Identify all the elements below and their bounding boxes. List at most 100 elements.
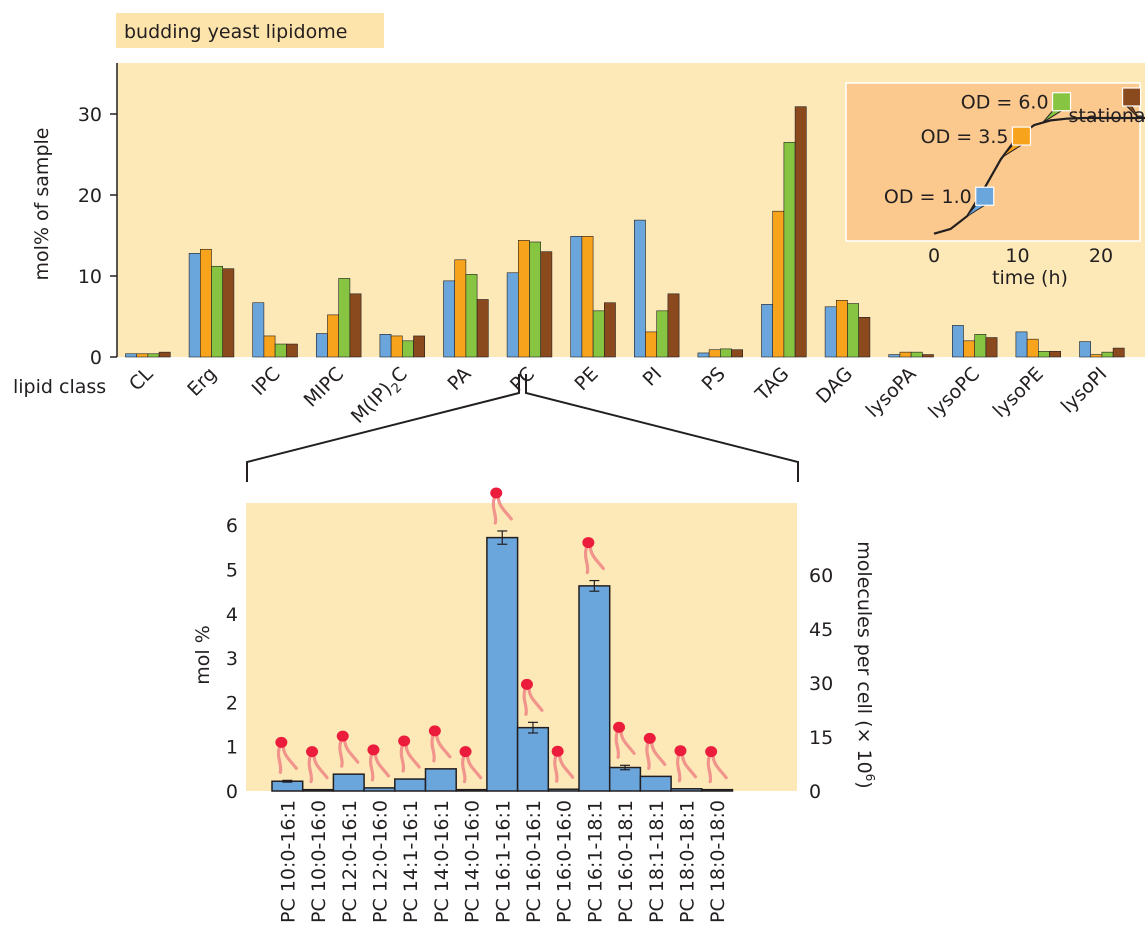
- top-category-tag: TAG: [751, 363, 794, 406]
- lipid-tail: [711, 755, 728, 780]
- lipid-tail: [404, 744, 421, 769]
- bottom-bar-pc-14-1-16-1: [394, 778, 427, 792]
- top-bar-ipc-s4: [285, 343, 298, 358]
- top-bar-ps-s1: [697, 352, 710, 358]
- lipid-tail: [527, 687, 544, 712]
- inset-marker-pointer: [1124, 103, 1140, 119]
- bottom-left-y-tick-label: 3: [226, 648, 238, 670]
- top-bar-pe-s2: [581, 236, 594, 358]
- top-category-mipc: MIPC: [300, 363, 349, 412]
- top-bar-mipc-s4: [349, 293, 362, 358]
- top-bar-lysope-s3: [1038, 351, 1050, 358]
- bottom-category-pc-16-0-16-1: PC 16:0-16:1: [523, 800, 545, 923]
- lipid-head: [306, 746, 319, 758]
- lipid-tail: [614, 730, 621, 759]
- top-bar-lysopi-s1: [1079, 341, 1091, 358]
- inset-marker-pointer: [1002, 142, 1022, 158]
- lipid-tail: [522, 687, 528, 716]
- bottom-bar-pc-18-0-18-1: [670, 788, 703, 792]
- top-bar-lysopi-s4: [1112, 347, 1125, 358]
- lipid-head: [459, 746, 472, 758]
- top-bar-pa-s4: [476, 299, 489, 358]
- top-bar-erg-s2: [200, 248, 212, 358]
- inset-ticks: 0 10 20: [928, 245, 1113, 267]
- bottom-left-y-tick-label: 6: [226, 515, 238, 537]
- figure-title-box: [116, 13, 384, 48]
- inset-marker-label-stationary: stationary: [1069, 105, 1145, 127]
- inset-marker-pointer: [965, 202, 985, 218]
- lipid-icon: [490, 487, 513, 525]
- bottom-category-pc-16-0-16-0: PC 16:0-16:0: [554, 800, 576, 923]
- lipid-tail: [496, 496, 513, 521]
- bottom-bar-pc-12-0-16-0: [363, 787, 396, 792]
- top-bar-cl-s4: [158, 351, 171, 358]
- lipid-tail: [650, 741, 667, 766]
- top-category-lysopi: lysoPI: [1057, 363, 1112, 418]
- bottom-category-pc-14-0-16-0: PC 14:0-16:0: [462, 800, 484, 923]
- lipid-icon: [674, 745, 698, 783]
- bottom-bar-pc-16-1-18-1: [578, 585, 611, 792]
- top-bar-cl-s1: [125, 353, 137, 358]
- top-category-pa: PA: [443, 363, 475, 395]
- inset-marker-od-1-0: [975, 186, 995, 206]
- inset-background: [845, 82, 1141, 242]
- top-bar-ipc-s3: [274, 343, 287, 358]
- lipid-class-label: lipid class: [13, 376, 106, 398]
- top-bar-dag-s2: [835, 299, 848, 358]
- bottom-left-y-tick-label: 4: [226, 604, 238, 626]
- bottom-category-pc-14-0-16-1: PC 14:0-16:1: [431, 800, 453, 923]
- zoom-connector-left: [246, 374, 520, 482]
- lipid-tail: [276, 745, 283, 774]
- top-bar-cl-s2: [136, 353, 149, 358]
- lipid-tail: [461, 755, 467, 784]
- top-bar-mipc-s1: [315, 333, 328, 358]
- top-bar-lysopi-s3: [1101, 351, 1114, 358]
- bottom-right-y-tick-label: 15: [809, 727, 833, 749]
- lipid-icon: [520, 678, 544, 716]
- top-y-tick-label: 10: [78, 266, 102, 288]
- bottom-right-y-tick-label: 60: [809, 565, 833, 587]
- lipid-head: [490, 487, 503, 499]
- top-bar-dag-s1: [824, 306, 837, 358]
- top-bar-pa-s1: [443, 280, 455, 358]
- lipid-tail: [281, 745, 298, 770]
- lipid-tail: [676, 754, 682, 783]
- lipid-head: [275, 736, 288, 748]
- top-y-axis-label: mol% of sample: [31, 128, 53, 281]
- lipid-tail: [680, 754, 698, 779]
- inset-marker-label-od-3-5: OD = 3.5: [921, 126, 1009, 148]
- inset-x-tick-label: 0: [928, 245, 940, 267]
- top-bar-pa-s2: [454, 259, 467, 358]
- top-bar-tag-s3: [783, 142, 796, 358]
- bottom-bar-pc-16-0-18-1: [608, 766, 642, 792]
- top-bar-lysopa-s4: [921, 354, 934, 358]
- top-bar-dag-s4: [858, 317, 871, 358]
- top-category-dag: DAG: [812, 363, 857, 408]
- top-bar-dag-s3: [847, 303, 859, 358]
- top-bar-pi-s2: [645, 331, 657, 358]
- top-bar-pe-s1: [570, 236, 583, 358]
- lipid-tail: [619, 730, 636, 755]
- inset-marker-label-od-6-0: OD = 6.0: [961, 92, 1049, 114]
- bottom-bar-pc-18-0-18-0: [701, 788, 734, 792]
- top-bar-pe-s4: [603, 302, 616, 358]
- inset-x-tick-label: 20: [1089, 245, 1113, 267]
- lipid-tail: [588, 545, 605, 571]
- top-bar-tag-s2: [772, 210, 785, 358]
- bottom-left-y-axis-label: mol %: [192, 625, 214, 685]
- lipid-tail: [553, 754, 559, 783]
- bottom-category-pc-18-1-18-1: PC 18:1-18:1: [646, 800, 668, 923]
- top-bar-m-ip-s2: [390, 335, 403, 358]
- top-bar-lysope-s1: [1015, 331, 1028, 358]
- top-bar-lysope-s2: [1026, 338, 1039, 358]
- top-category-pc: PC: [506, 363, 539, 396]
- top-y-tick-label: 20: [78, 185, 102, 207]
- top-bar-pc-s1: [506, 272, 519, 358]
- lipid-head: [674, 745, 687, 757]
- bottom-left-y-tick-label: 0: [226, 781, 238, 803]
- bottom-category-pc-18-0-18-1: PC 18:0-18:1: [676, 800, 698, 923]
- top-bar-lysopc-s4: [985, 337, 998, 358]
- bottom-category-pc-12-0-16-0: PC 12:0-16:0: [369, 800, 391, 923]
- bottom-bar-pc-14-0-16-0: [455, 788, 488, 792]
